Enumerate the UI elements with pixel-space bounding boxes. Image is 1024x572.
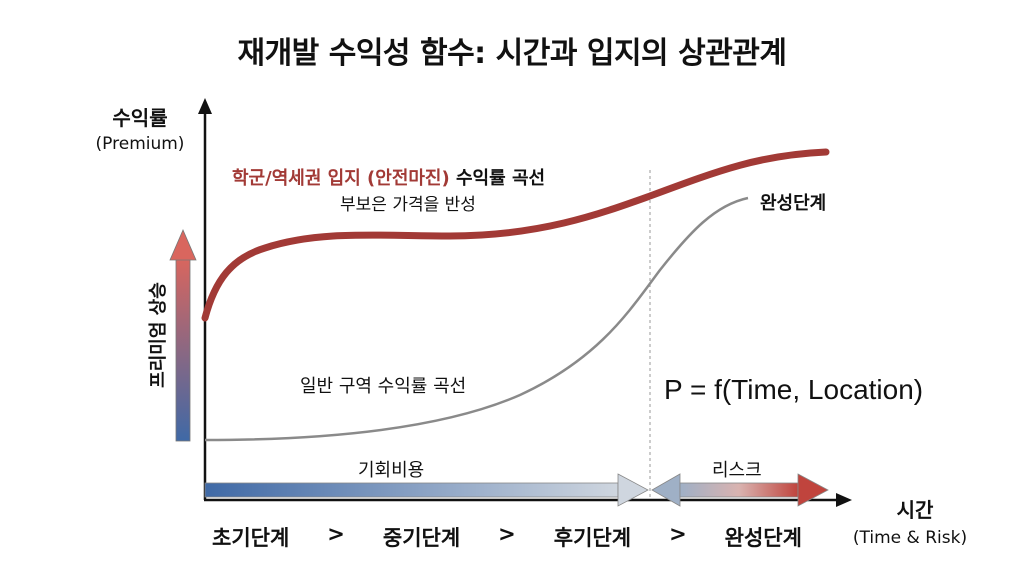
general-curve	[204, 196, 749, 442]
stage-initial: 초기단계	[212, 526, 290, 550]
stage-sequence: 초기단계 > 중기단계 > 후기단계 > 완성단계	[212, 522, 802, 552]
page-title: 재개발 수익성 함수: 시간과 입지의 상관관계	[237, 36, 787, 71]
formula: P = f(Time, Location)	[664, 374, 924, 405]
x-axis-arrowhead	[836, 493, 852, 507]
completion-label: 완성단계	[760, 193, 827, 214]
x-axis-sublabel: (Time & Risk)	[852, 528, 968, 548]
premium-curve	[201, 148, 830, 322]
premium-curve-sublabel: 부보은 가격을 반성	[340, 195, 476, 215]
y-axis-arrowhead	[198, 98, 212, 114]
x-axis-label: 시간	[896, 498, 934, 522]
opportunity-cost-arrow	[204, 473, 649, 507]
risk-label: 리스크	[712, 460, 762, 481]
stage-separator: >	[498, 522, 516, 546]
opportunity-cost-label: 기회비용	[358, 460, 425, 481]
premium-rise-label: 프리미엄 상승	[148, 282, 169, 388]
risk-arrow	[651, 473, 829, 507]
premium-curve-label-highlight: 학군/역세권 입지 (안전마진)	[232, 168, 450, 189]
stage-middle: 중기단계	[382, 526, 461, 550]
stage-separator: >	[669, 522, 687, 546]
general-curve-label: 일반 구역 수익률 곡선	[300, 376, 467, 397]
y-axis-sublabel: (Premium)	[95, 134, 185, 154]
y-axis-label: 수익률	[112, 106, 168, 130]
premium-curve-label: 학군/역세권 입지 (안전마진) 수익률 곡선	[232, 164, 545, 190]
premium-rise-arrow	[169, 228, 197, 442]
stage-separator: >	[327, 522, 345, 546]
premium-curve-label-rest: 수익률 곡선	[449, 168, 546, 189]
stage-complete: 완성단계	[724, 526, 802, 550]
stage-late: 후기단계	[553, 526, 632, 550]
